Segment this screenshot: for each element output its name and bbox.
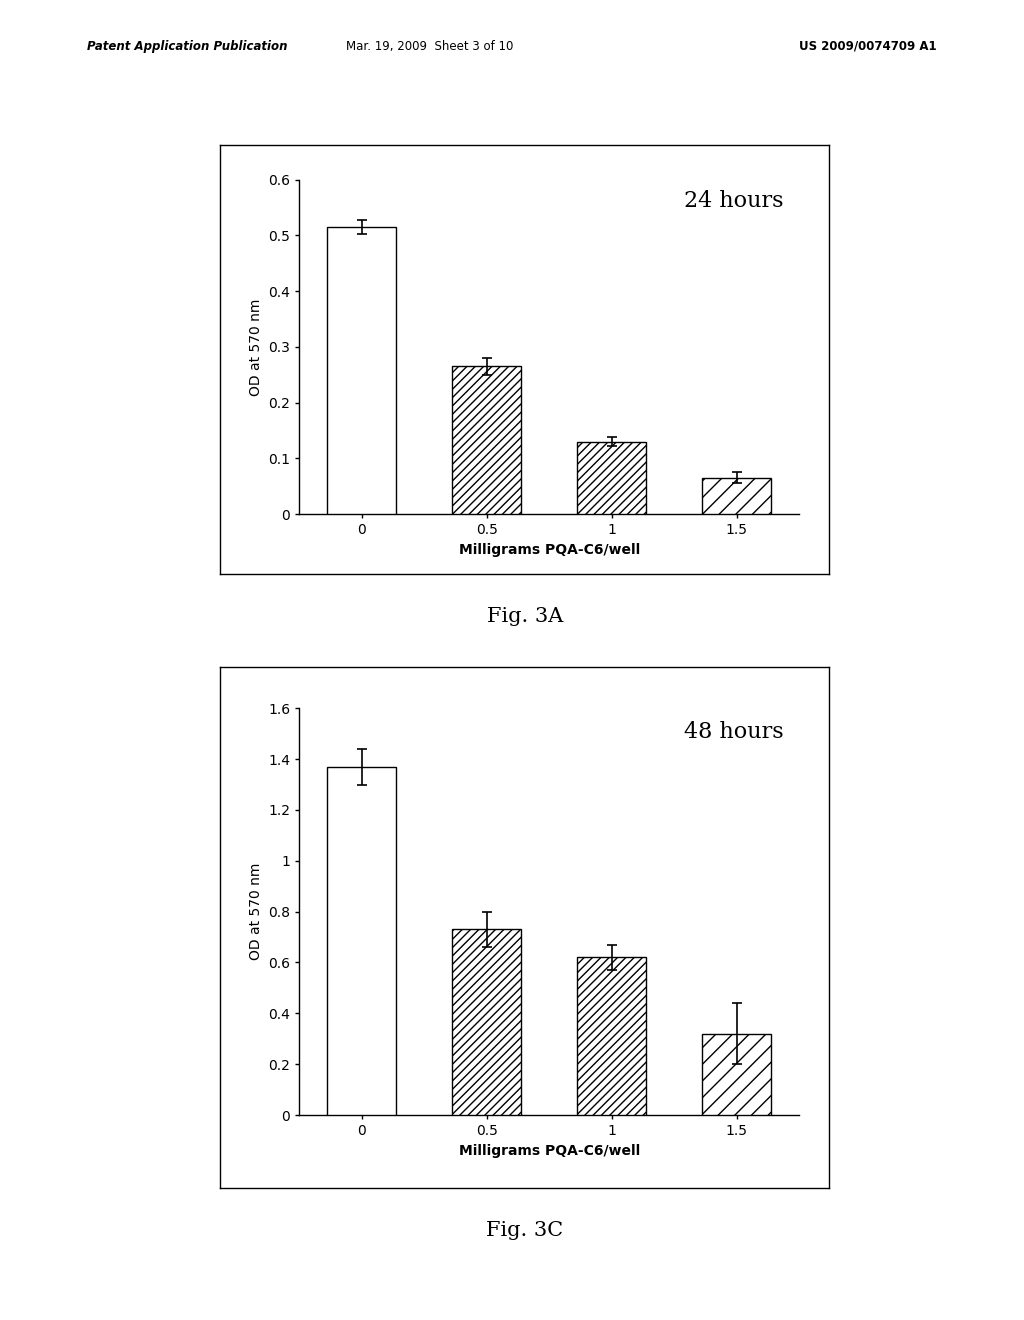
Bar <box>328 767 396 1115</box>
Bar <box>578 442 646 515</box>
Bar <box>328 227 396 515</box>
Text: Mar. 19, 2009  Sheet 3 of 10: Mar. 19, 2009 Sheet 3 of 10 <box>346 40 514 53</box>
Text: Fig. 3C: Fig. 3C <box>486 1221 563 1239</box>
Text: 24 hours: 24 hours <box>684 190 784 211</box>
Y-axis label: OD at 570 nm: OD at 570 nm <box>249 863 263 961</box>
Bar <box>702 478 771 515</box>
Text: Fig. 3A: Fig. 3A <box>486 607 563 626</box>
X-axis label: Milligrams PQA-C6/well: Milligrams PQA-C6/well <box>459 543 640 557</box>
X-axis label: Milligrams PQA-C6/well: Milligrams PQA-C6/well <box>459 1143 640 1158</box>
Bar <box>702 1034 771 1115</box>
Bar <box>453 367 521 515</box>
Bar <box>453 929 521 1115</box>
Text: 48 hours: 48 hours <box>684 721 784 743</box>
Text: Patent Application Publication: Patent Application Publication <box>87 40 288 53</box>
Y-axis label: OD at 570 nm: OD at 570 nm <box>249 298 263 396</box>
Text: US 2009/0074709 A1: US 2009/0074709 A1 <box>800 40 937 53</box>
Bar <box>578 957 646 1115</box>
